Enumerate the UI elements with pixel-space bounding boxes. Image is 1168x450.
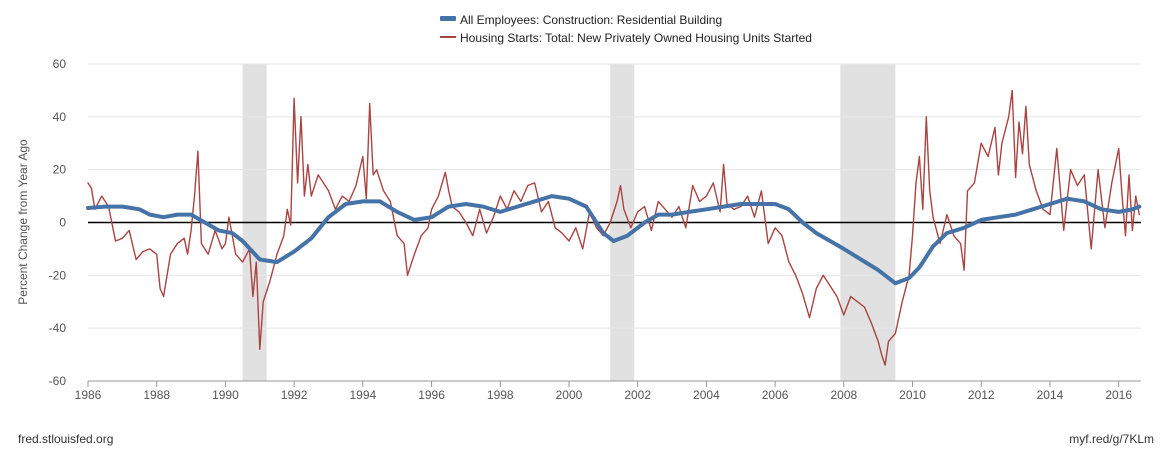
- y-tick-label: -40: [49, 321, 67, 335]
- x-tick-label: 1990: [212, 388, 239, 402]
- x-axis-ticks: 1986 1988 1990 1992 1994 1996 1998 2000 2002 2004…: [75, 381, 1132, 402]
- legend-swatch-housing-starts: [440, 36, 456, 38]
- legend-label-employment: All Employees: Construction: Residential…: [460, 13, 722, 27]
- source-credit: fred.stlouisfed.org: [18, 432, 114, 446]
- x-tick-label: 2002: [624, 388, 651, 402]
- legend-label-housing-starts: Housing Starts: Total: New Privately Own…: [460, 31, 812, 45]
- x-tick-label: 1992: [281, 388, 308, 402]
- series-lines: [86, 89, 1142, 366]
- x-tick-label: 2014: [1037, 388, 1064, 402]
- x-tick-label: 2010: [899, 388, 926, 402]
- x-tick-label: 2012: [968, 388, 995, 402]
- series-line-employment: [86, 194, 1142, 286]
- x-tick-label: 2016: [1105, 388, 1132, 402]
- legend: All Employees: Construction: Residential…: [440, 13, 812, 45]
- y-tick-label: -60: [49, 374, 67, 388]
- y-tick-label: 60: [53, 57, 67, 71]
- legend-swatch-employment: [440, 16, 456, 21]
- x-tick-label: 1994: [349, 388, 376, 402]
- x-tick-label: 1988: [143, 388, 170, 402]
- y-tick-label: 0: [59, 216, 66, 230]
- y-axis-ticks: 60 40 20 0 -20 -40 -60: [49, 57, 67, 388]
- x-tick-label: 2004: [693, 388, 720, 402]
- x-tick-label: 1986: [75, 388, 102, 402]
- y-axis-title: Percent Change from Year Ago: [16, 139, 30, 305]
- x-tick-label: 1996: [418, 388, 445, 402]
- x-tick-label: 2000: [556, 388, 583, 402]
- y-tick-label: -20: [49, 268, 67, 282]
- series-line-housing-starts: [87, 89, 1140, 366]
- short-url: myf.red/g/7KLm: [1069, 432, 1154, 446]
- x-tick-label: 1998: [487, 388, 514, 402]
- y-tick-label: 40: [53, 110, 67, 124]
- x-tick-label: 2008: [830, 388, 857, 402]
- y-tick-label: 20: [53, 163, 67, 177]
- x-tick-label: 2006: [762, 388, 789, 402]
